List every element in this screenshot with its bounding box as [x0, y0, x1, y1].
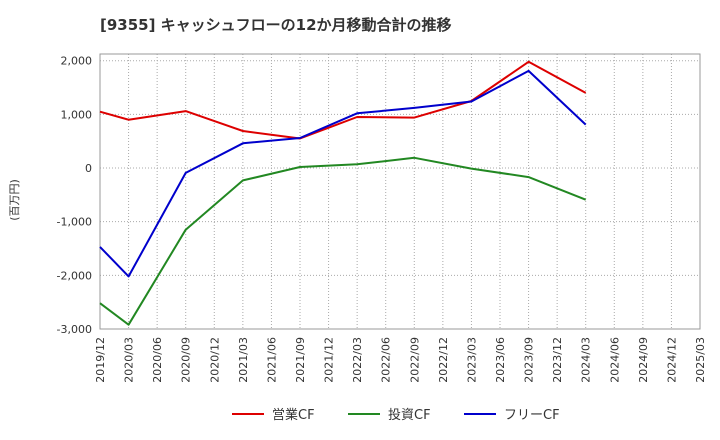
legend-label-2: フリーCF: [504, 408, 560, 423]
x-tick-label: 2021/06: [265, 337, 278, 383]
x-tick-label: 2020/06: [151, 337, 164, 383]
x-tick-label: 2024/03: [580, 337, 593, 383]
grid-lines: [100, 54, 700, 330]
series-line-0: [99, 60, 587, 140]
x-tick-label: 2021/03: [237, 337, 250, 383]
series-lines: [99, 60, 587, 326]
y-tick-label: -2,000: [57, 269, 92, 282]
x-tick-label: 2020/03: [123, 337, 136, 383]
y-tick-label: 1,000: [61, 108, 93, 121]
y-axis-label: (百万円): [8, 179, 21, 221]
x-tick-label: 2022/03: [351, 337, 364, 383]
x-tick-label: 2023/06: [494, 337, 507, 383]
x-tick-label: 2020/12: [208, 337, 221, 383]
y-tick-label: -3,000: [57, 323, 92, 336]
plot-frame: [99, 53, 701, 330]
x-tick-label: 2022/12: [437, 337, 450, 383]
x-tick-label: 2021/09: [294, 337, 307, 383]
series-line-1: [99, 156, 587, 326]
x-tick-label: 2025/03: [694, 337, 707, 383]
x-tick-label: 2020/09: [180, 337, 193, 383]
y-tick-label: 2,000: [61, 55, 93, 68]
y-tick-label: 0: [85, 162, 92, 175]
x-tick-label: 2023/12: [551, 337, 564, 383]
x-tick-label: 2024/09: [637, 337, 650, 383]
x-tick-label: 2023/03: [465, 337, 478, 383]
y-tick-label: -1,000: [57, 216, 92, 229]
x-axis-ticks: 2019/12 2020/03 2020/06 2020/09 2020/12 2021/…: [94, 337, 707, 383]
x-tick-label: 2019/12: [94, 337, 107, 383]
legend-label-1: 投資CF: [388, 407, 431, 423]
x-tick-label: 2021/12: [323, 337, 336, 383]
legend-label-0: 営業CF: [272, 407, 315, 423]
legend: 営業CF 投資CF フリーCF: [232, 407, 560, 423]
x-tick-label: 2023/09: [523, 337, 536, 383]
x-tick-label: 2024/06: [608, 337, 621, 383]
y-axis-ticks: 2,000 1,000 0 -1,000 -2,000 -3,000: [57, 55, 92, 336]
x-tick-label: 2022/06: [380, 337, 393, 383]
x-tick-label: 2024/12: [665, 337, 678, 383]
series-line-2: [99, 69, 587, 278]
x-tick-label: 2022/09: [408, 337, 421, 383]
chart-title: [9355] キャッシュフローの12か月移動合計の推移: [100, 16, 452, 34]
